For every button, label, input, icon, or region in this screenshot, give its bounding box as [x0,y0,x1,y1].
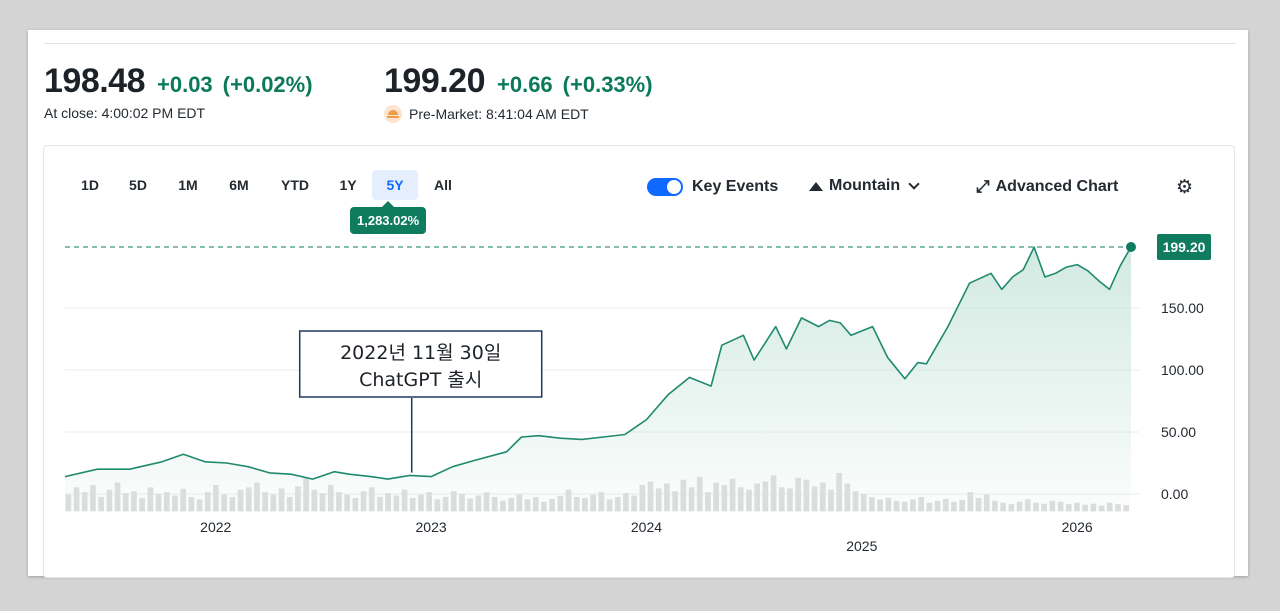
close-label: At close: 4:00:02 PM EDT [44,105,206,121]
pre-market-change-pct: (+0.33%) [562,72,653,97]
x-tick-label: 2026 [1062,519,1093,535]
annotation-line-2: ChatGPT 출시 [359,369,482,391]
pre-market-label: Pre-Market: 8:41:04 AM EDT [409,106,589,122]
close-change-pct: (+0.02%) [222,72,313,97]
range-button-1d[interactable]: 1D [81,177,99,193]
close-quote: 198.48 +0.03 (+0.02%) [44,62,313,101]
price-line [64,246,1132,480]
y-tick-label: 0.00 [1161,486,1188,502]
range-button-5y[interactable]: 5Y [372,170,418,200]
price-area [65,247,1131,512]
y-tick-label: 50.00 [1161,424,1196,440]
pre-market-quote: 199.20 +0.66 (+0.33%) [384,62,653,101]
divider [44,43,1236,44]
range-button-1y[interactable]: 1Y [339,177,357,193]
toggle-knob [667,180,681,194]
y-tick-label: 100.00 [1161,362,1204,378]
chart-type-label: Mountain [829,177,901,194]
current-price-tag-label: 199.20 [1163,239,1206,255]
pre-market-change: +0.66 [497,72,553,97]
x-tick-label: 2022 [200,519,231,535]
range-button-ytd[interactable]: YTD [281,177,309,193]
range-button-1m[interactable]: 1M [178,177,198,193]
close-change: +0.03 [157,72,213,97]
range-button-6m[interactable]: 6M [229,177,249,193]
range-return-badge: 1,283.02% [350,201,427,234]
chart-type-dropdown[interactable]: Mountain [809,177,920,195]
range-button-5d[interactable]: 5D [129,177,147,193]
annotation-line-1: 2022년 11월 30일 [340,342,501,364]
advanced-chart-label: Advanced Chart [995,178,1119,195]
quote-card: 198.48 +0.03 (+0.02%) At close: 4:00:02 … [28,30,1248,578]
chart-panel: 1D 5D 1M 6M YTD 1Y 5Y All 1,283.02% Key Events … [43,145,1235,578]
sunrise-icon [384,105,402,123]
key-events-toggle[interactable] [647,178,683,196]
pre-market-time: Pre-Market: 8:41:04 AM EDT [384,105,589,123]
mountain-icon [809,181,823,191]
x-tick-label: 2023 [416,519,447,535]
annotation-box [298,330,543,398]
x-tick-label: 2024 [631,519,662,535]
expand-icon: ⤢ [976,177,990,196]
x-tick-label: 2025 [846,538,877,554]
range-button-all[interactable]: All [434,177,452,193]
pre-market-price: 199.20 [384,62,486,100]
close-price: 198.48 [44,62,146,100]
current-price-dot [1126,241,1136,252]
current-price-tag [1157,233,1211,260]
key-events-label[interactable]: Key Events [692,178,779,195]
range-selector: 1D 5D 1M 6M YTD 1Y 5Y All [68,170,468,200]
gear-icon[interactable]: ⚙ [1176,177,1194,198]
price-chart[interactable]: 199.20 0.00 50.00 100.00 150.00 2022 2023 2024 2… [44,146,1234,577]
advanced-chart-button[interactable]: ⤢ Advanced Chart [976,177,1118,197]
y-tick-label: 150.00 [1161,300,1204,316]
close-time: At close: 4:00:02 PM EDT [44,105,205,121]
